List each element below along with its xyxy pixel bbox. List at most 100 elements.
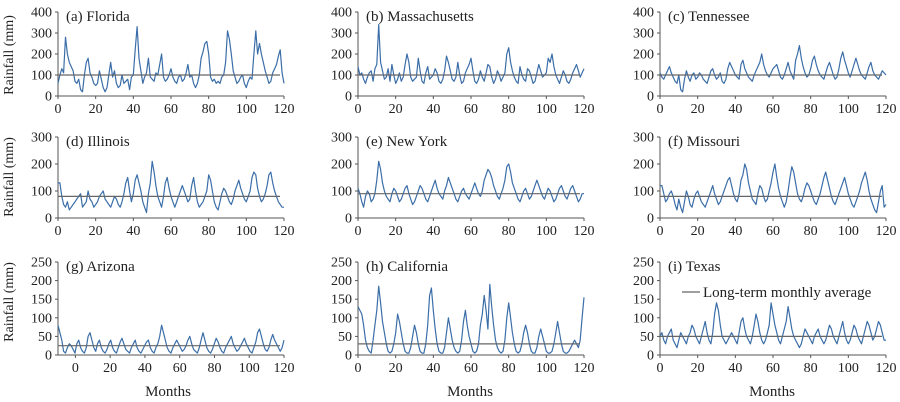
x-tick-label: 60: [464, 361, 478, 376]
x-tick-label: 80: [502, 361, 516, 376]
x-tick-label: 20: [389, 361, 403, 376]
xlabel-col-1: Months: [145, 384, 191, 400]
x-tick-label: 0: [657, 224, 664, 239]
y-tick-label: 200: [331, 274, 352, 289]
x-tick-label: 60: [464, 224, 478, 239]
x-tick-label: 100: [536, 102, 557, 117]
y-tick-label: 0: [345, 349, 352, 364]
panel-4: 0 100 200 300 0 20 40 60 80 100 120 (d) Illinois: [31, 131, 295, 240]
y-tick-label: 400: [331, 6, 352, 21]
y-tick-label: 400: [31, 6, 52, 21]
x-tick-label: 40: [426, 224, 440, 239]
x-tick-label: 20: [691, 224, 705, 239]
rainfall-series-line: [357, 24, 585, 85]
x-tick-label: 0: [657, 361, 664, 376]
legend-average-label: Long-term monthly average: [703, 285, 872, 301]
y-tick-label: 100: [331, 311, 352, 326]
x-tick-label: 100: [838, 361, 859, 376]
y-tick-label: 300: [633, 131, 654, 146]
y-tick-label: 300: [331, 27, 352, 42]
x-tick-label: 120: [574, 102, 595, 117]
panel-title: (d) Illinois: [66, 134, 130, 150]
y-tick-label: 200: [633, 274, 654, 289]
x-tick-label: 0: [355, 361, 362, 376]
rainfall-series-line: [659, 302, 886, 349]
y-tick-label: 250: [331, 256, 352, 271]
x-tick-label: 60: [766, 361, 780, 376]
rainfall-series-line: [659, 44, 887, 93]
x-tick-label: 0: [355, 102, 362, 117]
x-tick-label: 80: [502, 224, 516, 239]
y-tick-label: 200: [633, 48, 654, 63]
x-tick-label: 20: [389, 224, 403, 239]
x-tick-label: 40: [126, 102, 140, 117]
x-tick-label: 40: [426, 102, 440, 117]
panel-6: 0 100 200 300 0 20 40 60 80 100 120 (f) Missouri: [633, 131, 897, 240]
y-tick-label: 250: [31, 256, 52, 271]
x-tick-label: 80: [804, 102, 818, 117]
y-tick-label: 200: [31, 158, 52, 173]
x-tick-label: 40: [426, 361, 440, 376]
xlabel-col-3: Months: [749, 384, 795, 400]
y-tick-label: 0: [345, 90, 352, 105]
y-tick-label: 300: [31, 27, 52, 42]
y-tick-label: 100: [633, 311, 654, 326]
x-tick-label: 60: [766, 224, 780, 239]
y-tick-label: 0: [45, 349, 52, 364]
x-tick-label: 20: [89, 224, 103, 239]
x-tick-label: 120: [274, 102, 295, 117]
panel-7: 0 50 100 150 200 250 0 20 40 60 80 100 120 (g) Arizon…: [31, 256, 295, 377]
rainfall-series-line: [357, 160, 584, 208]
xlabel-col-2: Months: [447, 384, 493, 400]
panel-title: (a) Florida: [66, 9, 130, 25]
panel-title: (g) Arizona: [66, 259, 135, 275]
panel-title: (f) Missouri: [668, 134, 740, 150]
x-tick-label: 80: [804, 361, 818, 376]
x-tick-label: 0: [355, 224, 362, 239]
y-tick-label: 200: [331, 48, 352, 63]
x-tick-label: 120: [274, 224, 295, 239]
x-tick-label: 40: [728, 361, 742, 376]
y-tick-label: 100: [633, 69, 654, 84]
x-tick-label: 20: [103, 361, 117, 376]
rainfall-series-line: [357, 283, 585, 354]
x-tick-label: 120: [876, 224, 897, 239]
y-tick-label: 300: [31, 131, 52, 146]
panel-2: 0 100 200 300 400 0 20 40 60 80 100 120 (b) Massachu…: [331, 6, 595, 118]
x-tick-label: 100: [838, 224, 859, 239]
rainfall-series-line: [57, 324, 285, 354]
panel-title: (i) Texas: [668, 259, 721, 275]
x-tick-label: 60: [164, 224, 178, 239]
y-tick-label: 100: [31, 185, 52, 200]
y-tick-label: 50: [38, 330, 52, 345]
y-tick-label: 100: [31, 69, 52, 84]
x-tick-label: 100: [239, 361, 260, 376]
y-tick-label: 200: [633, 158, 654, 173]
x-tick-label: 0: [657, 102, 664, 117]
y-tick-label: 0: [45, 212, 52, 227]
panel-title: (c) Tennessee: [668, 9, 750, 25]
y-tick-label: 50: [640, 330, 654, 345]
x-tick-label: 80: [502, 102, 516, 117]
y-tick-label: 200: [31, 274, 52, 289]
x-tick-label: 40: [728, 224, 742, 239]
panel-5: 0 100 200 300 0 20 40 60 80 100 120 (e) New York: [331, 131, 595, 240]
x-tick-label: 0: [72, 361, 79, 376]
x-tick-label: 40: [138, 361, 152, 376]
x-tick-label: 60: [164, 102, 178, 117]
panel-9: 0 50 100 150 200 250 0 20 40 60 80 100 120 (i) Texas: [633, 256, 897, 377]
x-tick-label: 120: [876, 102, 897, 117]
x-tick-label: 80: [202, 224, 216, 239]
x-tick-label: 60: [464, 102, 478, 117]
panel-title: (e) New York: [366, 134, 448, 150]
y-tick-label: 150: [633, 293, 654, 308]
x-tick-label: 20: [691, 102, 705, 117]
x-tick-label: 120: [274, 361, 295, 376]
y-tick-label: 100: [31, 311, 52, 326]
x-tick-label: 120: [574, 224, 595, 239]
x-tick-label: 100: [838, 102, 859, 117]
panel-title: (b) Massachusetts: [366, 9, 474, 25]
panel-8: 0 50 100 150 200 250 0 20 40 60 80 100 120 (h) Califo…: [331, 256, 595, 377]
y-tick-label: 0: [647, 349, 654, 364]
